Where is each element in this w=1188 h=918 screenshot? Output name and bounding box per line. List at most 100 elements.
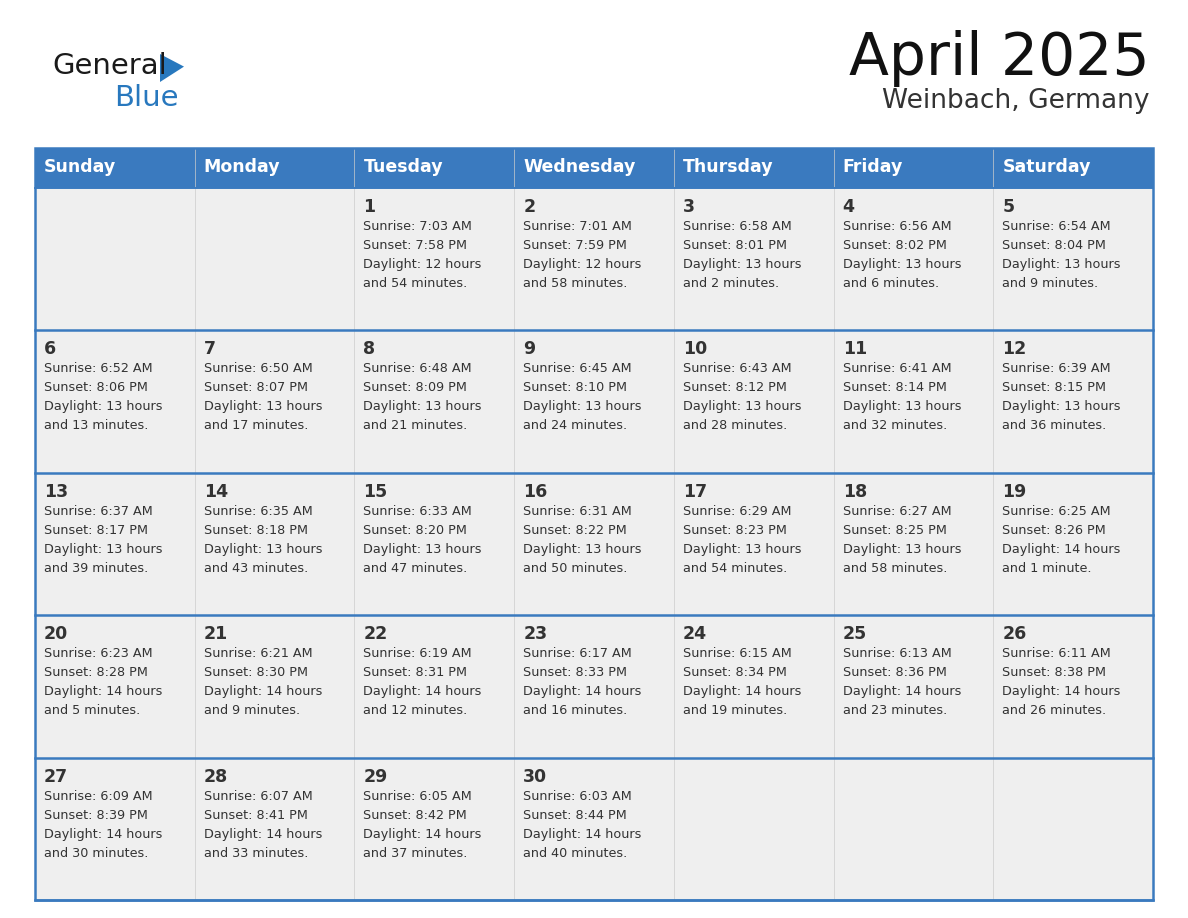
Bar bbox=[354, 473, 514, 615]
Bar bbox=[514, 757, 674, 900]
Text: and 39 minutes.: and 39 minutes. bbox=[44, 562, 148, 575]
Text: Daylight: 12 hours: Daylight: 12 hours bbox=[523, 258, 642, 271]
Text: Sunset: 8:07 PM: Sunset: 8:07 PM bbox=[203, 381, 308, 395]
Text: 17: 17 bbox=[683, 483, 707, 501]
Text: and 19 minutes.: and 19 minutes. bbox=[683, 704, 788, 717]
Text: Sunset: 8:42 PM: Sunset: 8:42 PM bbox=[364, 809, 467, 822]
Text: 29: 29 bbox=[364, 767, 387, 786]
Bar bbox=[834, 757, 993, 900]
Text: Sunrise: 6:05 AM: Sunrise: 6:05 AM bbox=[364, 789, 472, 802]
Bar bbox=[354, 757, 514, 900]
Text: Daylight: 13 hours: Daylight: 13 hours bbox=[1003, 400, 1120, 413]
Text: and 54 minutes.: and 54 minutes. bbox=[683, 562, 788, 575]
Text: 21: 21 bbox=[203, 625, 228, 644]
Text: Sunset: 8:41 PM: Sunset: 8:41 PM bbox=[203, 809, 308, 822]
Text: Daylight: 14 hours: Daylight: 14 hours bbox=[1003, 543, 1120, 555]
Bar bbox=[34, 330, 195, 473]
Text: Sunset: 8:01 PM: Sunset: 8:01 PM bbox=[683, 239, 786, 252]
Text: and 50 minutes.: and 50 minutes. bbox=[523, 562, 627, 575]
Text: Daylight: 14 hours: Daylight: 14 hours bbox=[1003, 685, 1120, 699]
Text: Daylight: 13 hours: Daylight: 13 hours bbox=[1003, 258, 1120, 271]
Text: Sunset: 8:15 PM: Sunset: 8:15 PM bbox=[1003, 381, 1106, 395]
Text: Sunset: 8:28 PM: Sunset: 8:28 PM bbox=[44, 666, 147, 679]
Text: and 30 minutes.: and 30 minutes. bbox=[44, 846, 148, 859]
Text: Sunrise: 6:31 AM: Sunrise: 6:31 AM bbox=[523, 505, 632, 518]
Text: and 24 minutes.: and 24 minutes. bbox=[523, 420, 627, 432]
Bar bbox=[195, 615, 354, 757]
Bar bbox=[834, 473, 993, 615]
Text: Sunrise: 6:15 AM: Sunrise: 6:15 AM bbox=[683, 647, 791, 660]
Text: Sunrise: 6:41 AM: Sunrise: 6:41 AM bbox=[842, 363, 952, 375]
Text: Sunset: 8:39 PM: Sunset: 8:39 PM bbox=[44, 809, 147, 822]
Text: 2: 2 bbox=[523, 198, 536, 216]
Bar bbox=[674, 473, 834, 615]
Text: Saturday: Saturday bbox=[1003, 158, 1091, 176]
Text: Daylight: 13 hours: Daylight: 13 hours bbox=[203, 543, 322, 555]
Text: Daylight: 13 hours: Daylight: 13 hours bbox=[364, 543, 482, 555]
Text: Daylight: 14 hours: Daylight: 14 hours bbox=[523, 685, 642, 699]
Text: Tuesday: Tuesday bbox=[364, 158, 443, 176]
Bar bbox=[34, 615, 195, 757]
Text: Sunset: 8:44 PM: Sunset: 8:44 PM bbox=[523, 809, 627, 822]
Text: 6: 6 bbox=[44, 341, 56, 358]
Bar bbox=[993, 615, 1154, 757]
Text: Friday: Friday bbox=[842, 158, 903, 176]
Bar bbox=[34, 473, 195, 615]
Text: Daylight: 13 hours: Daylight: 13 hours bbox=[523, 543, 642, 555]
Polygon shape bbox=[160, 54, 184, 82]
Text: Daylight: 13 hours: Daylight: 13 hours bbox=[364, 400, 482, 413]
Text: Sunset: 8:30 PM: Sunset: 8:30 PM bbox=[203, 666, 308, 679]
Bar bbox=[834, 615, 993, 757]
Text: and 43 minutes.: and 43 minutes. bbox=[203, 562, 308, 575]
Text: Sunset: 8:10 PM: Sunset: 8:10 PM bbox=[523, 381, 627, 395]
Bar bbox=[674, 615, 834, 757]
Text: Sunrise: 6:58 AM: Sunrise: 6:58 AM bbox=[683, 220, 791, 233]
Text: and 58 minutes.: and 58 minutes. bbox=[842, 562, 947, 575]
Text: Sunset: 8:17 PM: Sunset: 8:17 PM bbox=[44, 524, 148, 537]
Text: Sunrise: 6:52 AM: Sunrise: 6:52 AM bbox=[44, 363, 152, 375]
Text: Daylight: 14 hours: Daylight: 14 hours bbox=[203, 828, 322, 841]
Bar bbox=[34, 188, 195, 330]
Text: 4: 4 bbox=[842, 198, 854, 216]
Bar bbox=[993, 188, 1154, 330]
Text: Sunset: 8:38 PM: Sunset: 8:38 PM bbox=[1003, 666, 1106, 679]
Text: Sunrise: 6:25 AM: Sunrise: 6:25 AM bbox=[1003, 505, 1111, 518]
Text: Sunrise: 6:07 AM: Sunrise: 6:07 AM bbox=[203, 789, 312, 802]
Text: Sunrise: 6:19 AM: Sunrise: 6:19 AM bbox=[364, 647, 472, 660]
Text: Daylight: 14 hours: Daylight: 14 hours bbox=[523, 828, 642, 841]
Text: Sunrise: 6:45 AM: Sunrise: 6:45 AM bbox=[523, 363, 632, 375]
Text: and 36 minutes.: and 36 minutes. bbox=[1003, 420, 1106, 432]
Text: Weinbach, Germany: Weinbach, Germany bbox=[883, 88, 1150, 114]
Text: 27: 27 bbox=[44, 767, 68, 786]
Text: 15: 15 bbox=[364, 483, 387, 501]
Bar bbox=[34, 148, 1154, 900]
Text: Sunset: 8:22 PM: Sunset: 8:22 PM bbox=[523, 524, 627, 537]
Text: 11: 11 bbox=[842, 341, 867, 358]
Bar bbox=[195, 188, 354, 330]
Text: Sunrise: 6:50 AM: Sunrise: 6:50 AM bbox=[203, 363, 312, 375]
Bar bbox=[354, 188, 514, 330]
Text: 13: 13 bbox=[44, 483, 68, 501]
Text: Daylight: 14 hours: Daylight: 14 hours bbox=[842, 685, 961, 699]
Text: and 5 minutes.: and 5 minutes. bbox=[44, 704, 140, 717]
Text: Sunset: 8:31 PM: Sunset: 8:31 PM bbox=[364, 666, 467, 679]
Bar bbox=[195, 473, 354, 615]
Text: Sunrise: 7:03 AM: Sunrise: 7:03 AM bbox=[364, 220, 473, 233]
Bar bbox=[993, 757, 1154, 900]
Text: Daylight: 13 hours: Daylight: 13 hours bbox=[683, 543, 802, 555]
Text: Sunrise: 6:23 AM: Sunrise: 6:23 AM bbox=[44, 647, 152, 660]
Bar bbox=[674, 330, 834, 473]
Text: Sunset: 8:04 PM: Sunset: 8:04 PM bbox=[1003, 239, 1106, 252]
Text: Daylight: 13 hours: Daylight: 13 hours bbox=[523, 400, 642, 413]
Text: 7: 7 bbox=[203, 341, 216, 358]
Text: Daylight: 13 hours: Daylight: 13 hours bbox=[44, 400, 163, 413]
Text: 8: 8 bbox=[364, 341, 375, 358]
Text: and 26 minutes.: and 26 minutes. bbox=[1003, 704, 1106, 717]
Bar bbox=[34, 757, 195, 900]
Text: and 28 minutes.: and 28 minutes. bbox=[683, 420, 788, 432]
Text: Thursday: Thursday bbox=[683, 158, 773, 176]
Text: 26: 26 bbox=[1003, 625, 1026, 644]
Text: Sunrise: 6:48 AM: Sunrise: 6:48 AM bbox=[364, 363, 472, 375]
Text: and 17 minutes.: and 17 minutes. bbox=[203, 420, 308, 432]
Text: and 13 minutes.: and 13 minutes. bbox=[44, 420, 148, 432]
